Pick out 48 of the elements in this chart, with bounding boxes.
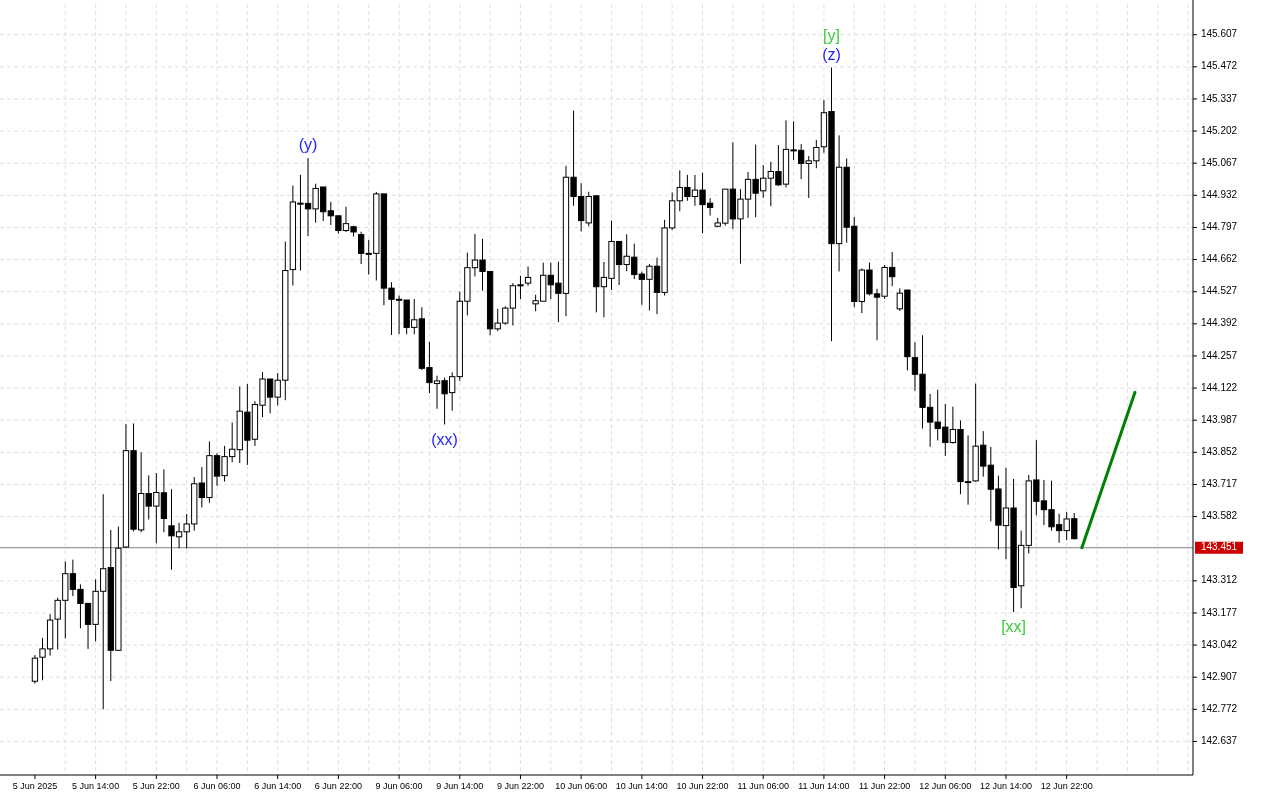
x-tick-label: 6 Jun 14:00 <box>254 781 302 791</box>
annotation: (z) <box>822 45 841 63</box>
x-tick-label: 9 Jun 06:00 <box>375 781 423 791</box>
annotation: [xx] <box>1001 618 1027 636</box>
y-tick-label: 144.932 <box>1200 188 1238 200</box>
y-tick-label: 144.257 <box>1200 349 1238 361</box>
x-tick-label: 10 Jun 06:00 <box>555 781 608 791</box>
annotation: (xx) <box>431 430 458 448</box>
x-tick-label: 9 Jun 22:00 <box>496 781 544 791</box>
y-tick-label: 143.042 <box>1200 638 1238 650</box>
y-tick-label: 144.797 <box>1200 221 1238 233</box>
y-tick-label: 145.607 <box>1200 28 1238 40</box>
annotation: [y] <box>823 26 840 44</box>
y-tick-label: 144.662 <box>1200 253 1238 265</box>
x-tick-label: 12 Jun 22:00 <box>1040 781 1093 791</box>
x-tick-label: 12 Jun 14:00 <box>979 781 1033 791</box>
y-tick-label: 143.177 <box>1200 606 1238 618</box>
x-tick-label: 9 Jun 14:00 <box>436 781 484 791</box>
x-tick-label: 11 Jun 22:00 <box>858 781 911 791</box>
y-tick-label: 144.392 <box>1200 317 1238 329</box>
y-tick-label: 142.637 <box>1200 735 1238 747</box>
candlestick <box>31 654 39 685</box>
y-tick-label: 144.527 <box>1200 285 1238 297</box>
y-tick-label: 145.067 <box>1200 156 1238 168</box>
x-tick-label: 12 Jun 06:00 <box>919 781 972 791</box>
x-tick-label: 5 Jun 2025 <box>12 781 58 791</box>
x-tick-label: 11 Jun 06:00 <box>737 781 789 791</box>
x-tick-label: 10 Jun 14:00 <box>615 781 668 791</box>
y-tick-label: 143.582 <box>1200 510 1238 522</box>
y-tick-label: 143.717 <box>1200 478 1238 490</box>
y-tick-label: 145.472 <box>1200 60 1238 72</box>
x-tick-label: 6 Jun 06:00 <box>193 781 241 791</box>
x-tick-label: 10 Jun 22:00 <box>676 781 729 791</box>
candlestick <box>524 265 532 287</box>
y-tick-label: 143.852 <box>1200 445 1238 457</box>
x-tick-label: 6 Jun 22:00 <box>314 781 362 791</box>
x-tick-label: 11 Jun 14:00 <box>798 781 850 791</box>
x-tick-label: 5 Jun 22:00 <box>132 781 180 791</box>
y-tick-label: 145.337 <box>1200 92 1238 104</box>
y-tick-label: 143.987 <box>1200 413 1238 425</box>
x-tick-label: 5 Jun 14:00 <box>72 781 120 791</box>
y-tick-label: 145.202 <box>1200 124 1238 136</box>
y-tick-label: 142.907 <box>1200 670 1238 682</box>
ref-line-label: 143.451 <box>1200 541 1238 553</box>
y-tick-label: 142.772 <box>1200 702 1238 714</box>
annotation: (y) <box>298 136 318 154</box>
y-tick-label: 143.312 <box>1200 574 1238 586</box>
y-tick-label: 144.122 <box>1200 381 1238 393</box>
